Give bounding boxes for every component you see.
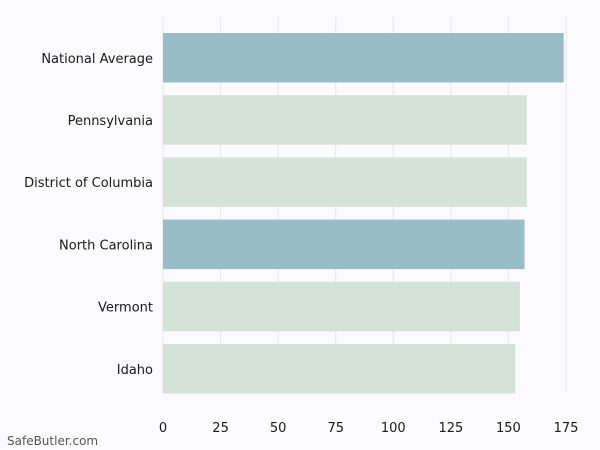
x-tick-label: 25 <box>212 421 229 436</box>
bar-national-average <box>163 33 564 83</box>
x-axis: 0 25 50 75 100 125 150 175 <box>159 421 579 436</box>
x-tick-label: 75 <box>327 421 344 436</box>
category-label: Idaho <box>117 363 153 378</box>
category-label: District of Columbia <box>24 176 153 191</box>
bars <box>163 33 564 394</box>
bar-vermont <box>163 281 520 332</box>
category-label: National Average <box>41 52 153 67</box>
category-label: Pennsylvania <box>68 114 153 129</box>
category-labels: National Average Pennsylvania District of … <box>24 52 153 378</box>
x-tick-label: 50 <box>270 421 287 436</box>
x-tick-label: 150 <box>496 421 521 436</box>
x-tick-label: 125 <box>438 421 463 436</box>
bar-north-carolina <box>163 219 525 270</box>
watermark: SafeButler.com <box>7 434 99 448</box>
x-tick-label: 100 <box>381 421 406 436</box>
bar-district-of-columbia <box>163 157 527 207</box>
bar-idaho <box>163 344 516 394</box>
category-label: North Carolina <box>59 238 153 253</box>
x-tick-label: 175 <box>554 421 579 436</box>
x-tick-label: 0 <box>159 421 167 436</box>
bar-pennsylvania <box>163 95 527 145</box>
category-label: Vermont <box>98 301 153 316</box>
